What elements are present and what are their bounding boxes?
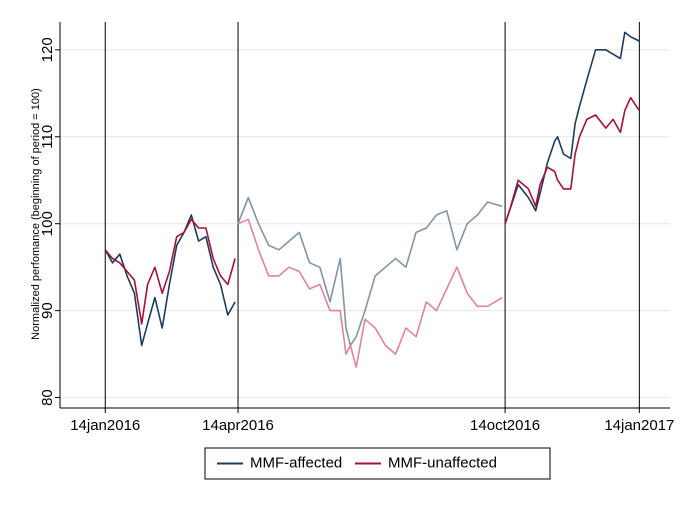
y-axis-title: Normalized perfomance (beginning of peri…: [30, 88, 42, 340]
legend-label: MMF-affected: [250, 454, 342, 471]
plot-area: [60, 22, 670, 408]
legend-label: MMF-unaffected: [388, 454, 497, 471]
y-tick-label: 100: [39, 211, 56, 236]
x-tick-label: 14jan2016: [70, 417, 140, 434]
y-tick-label: 120: [39, 37, 56, 62]
series-line: [104, 214, 236, 347]
series-line: [237, 218, 503, 368]
x-tick-label: 14jan2017: [604, 417, 674, 434]
x-tick-label: 14oct2016: [470, 417, 540, 434]
series-line: [504, 96, 641, 224]
series-line: [504, 31, 640, 224]
y-tick-label: 80: [39, 389, 56, 406]
series-line: [104, 218, 236, 325]
y-tick-label: 90: [39, 302, 56, 319]
series-line: [237, 196, 503, 347]
y-tick-label: 110: [39, 125, 56, 149]
x-tick-label: 14apr2016: [202, 417, 274, 434]
